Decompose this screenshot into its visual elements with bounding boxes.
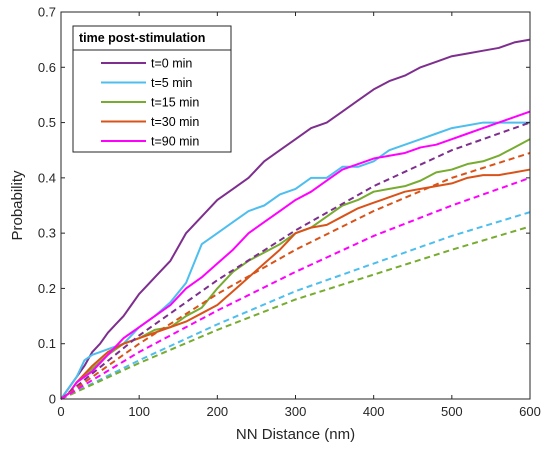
y-axis-label: Probability	[9, 170, 26, 241]
dashed-fit-line-8	[60, 152, 531, 400]
dashed-fit-line-5	[60, 121, 531, 400]
x-tick-label: 200	[206, 404, 228, 419]
x-tick-label: 400	[363, 404, 385, 419]
y-tick-label: 0.5	[38, 115, 56, 130]
legend-label: t=15 min	[151, 96, 199, 110]
x-tick-label: 300	[285, 404, 307, 419]
x-axis-label: NN Distance (nm)	[236, 426, 355, 443]
y-tick-label: 0	[49, 392, 56, 407]
y-tick-label: 0.2	[38, 281, 56, 296]
series-line-0	[60, 38, 531, 400]
x-tick-label: 100	[128, 404, 150, 419]
y-tick-label: 0.6	[38, 60, 56, 75]
legend: time post-stimulation t=0 min t=5 min t=15…	[72, 25, 232, 153]
legend-title: time post-stimulation	[79, 31, 205, 45]
series-line-1	[60, 121, 530, 400]
legend-label: t=5 min	[151, 76, 192, 90]
dashed-fit-line-9	[60, 176, 531, 400]
y-tick-label: 0.3	[38, 226, 56, 241]
series-line-4	[60, 110, 531, 400]
legend-label: t=90 min	[151, 135, 199, 149]
x-tick-label: 500	[441, 404, 463, 419]
legend-label: t=30 min	[151, 115, 199, 129]
series-line-3	[60, 168, 531, 400]
y-tick-label: 0.1	[38, 336, 56, 351]
y-tick-label: 0.4	[38, 170, 56, 185]
dashed-fit-line-6	[60, 211, 531, 400]
series-layer	[60, 38, 531, 400]
x-tick-label: 600	[519, 404, 541, 419]
dashed-fit-line-7	[60, 225, 531, 400]
legend-box	[72, 25, 232, 153]
legend-label: t=0 min	[151, 57, 192, 71]
y-tick-label: 0.7	[38, 5, 56, 20]
tick-layer: 0 100 200 300 400 500 600 0 0.1 0.2 0.3 0.4 0.5 0.6 0.…	[38, 5, 541, 420]
legend-entries: t=0 min t=5 min t=15 min t=30 min t=90 min	[101, 57, 199, 149]
x-tick-label: 0	[57, 404, 64, 419]
